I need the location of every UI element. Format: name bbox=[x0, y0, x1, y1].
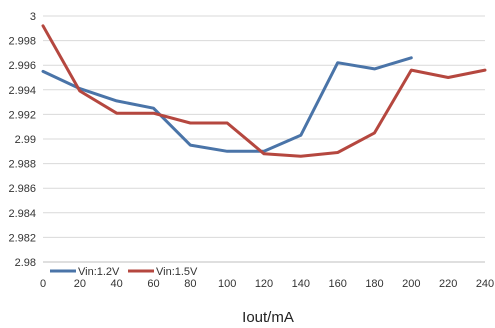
y-tick-label: 2.99 bbox=[15, 134, 36, 146]
legend: Vin:1.2V Vin:1.5V bbox=[50, 266, 198, 278]
x-axis-title: Iout/mA bbox=[242, 309, 294, 326]
legend-label: Vin:1.5V bbox=[156, 266, 198, 278]
x-tick-label: 40 bbox=[111, 278, 123, 290]
x-tick-label: 120 bbox=[255, 278, 273, 290]
x-tick-label: 180 bbox=[365, 278, 383, 290]
x-tick-label: 100 bbox=[218, 278, 236, 290]
x-tick-label: 160 bbox=[328, 278, 346, 290]
x-tick-label: 200 bbox=[402, 278, 420, 290]
y-tick-label: 2.988 bbox=[8, 159, 36, 171]
y-tick-label: 2.998 bbox=[8, 36, 36, 48]
series-line-vin-1-5v bbox=[41, 24, 487, 158]
x-tick-label: 240 bbox=[476, 278, 494, 290]
legend-label: Vin:1.2V bbox=[78, 266, 120, 278]
y-tick-label: 2.994 bbox=[8, 85, 36, 97]
x-tick-label: 60 bbox=[147, 278, 159, 290]
y-tick-label: 2.98 bbox=[15, 257, 36, 269]
y-tick-label: 2.996 bbox=[8, 60, 36, 72]
x-tick-label: 80 bbox=[184, 278, 196, 290]
x-tick-label: 0 bbox=[40, 278, 46, 290]
y-tick-label: 2.986 bbox=[8, 183, 36, 195]
y-tick-label: 2.992 bbox=[8, 109, 36, 121]
x-tick-label: 220 bbox=[439, 278, 457, 290]
series-lines bbox=[41, 24, 487, 158]
x-tick-label: 20 bbox=[74, 278, 86, 290]
y-tick-label: 3 bbox=[30, 11, 36, 23]
series-line-vin-1-2v bbox=[41, 56, 413, 153]
gridlines bbox=[43, 15, 485, 263]
axes: 2.98 2.982 2.984 2.986 2.988 2.99 2.992 2.994 2.… bbox=[8, 11, 494, 290]
x-tick-label: 140 bbox=[292, 278, 310, 290]
y-tick-label: 2.984 bbox=[8, 208, 36, 220]
y-tick-label: 2.982 bbox=[8, 232, 36, 244]
